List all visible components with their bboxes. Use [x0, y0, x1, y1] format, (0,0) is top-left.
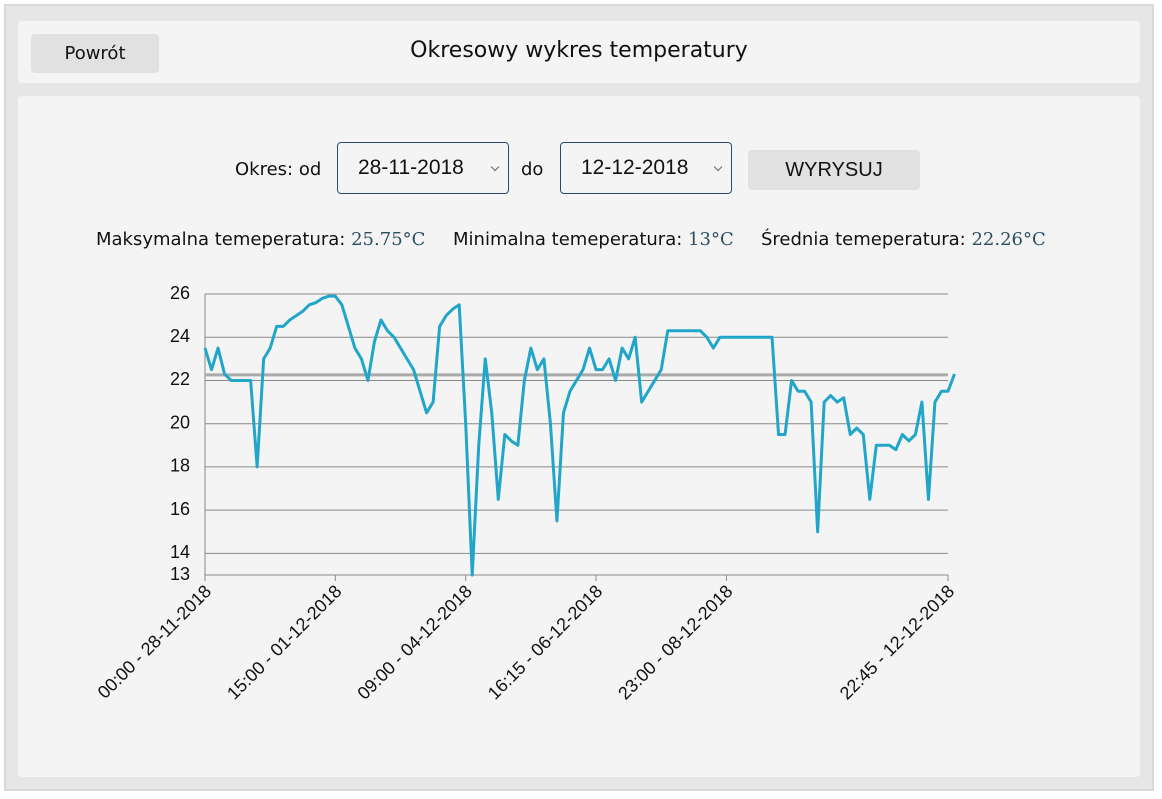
x-tick-label: 00:00 - 28-11-2018 — [94, 581, 215, 702]
y-tick-label: 22 — [170, 369, 190, 389]
stat-label: Minimalna temeperatura: — [453, 229, 683, 250]
y-tick-label: 20 — [170, 412, 190, 432]
y-tick-label: 26 — [170, 283, 190, 303]
series-line — [203, 294, 956, 577]
x-tick-label: 22:45 - 12-12-2018 — [836, 581, 958, 703]
y-tick-label: 16 — [170, 499, 190, 519]
draw-button[interactable]: WYRYSUJ — [748, 150, 920, 190]
y-tick-label: 24 — [170, 326, 190, 346]
back-button[interactable]: Powrót — [31, 34, 159, 73]
period-label: Okres: od — [235, 159, 322, 180]
stat-value: 25.75°C — [351, 229, 426, 250]
stat-avg: Średnia temeperatura: 22.26°C — [761, 229, 1046, 250]
header: Powrót Okresowy wykres temperatury — [18, 21, 1140, 83]
page-title: Okresowy wykres temperatury — [410, 38, 748, 63]
to-select[interactable]: 12-12-2018 — [560, 142, 732, 194]
stat-label: Średnia temeperatura: — [761, 229, 966, 250]
stat-value: 13°C — [688, 229, 734, 250]
y-tick-label: 14 — [170, 542, 190, 562]
from-select[interactable]: 28-11-2018 — [337, 142, 509, 194]
stat-label: Maksymalna temeperatura: — [96, 229, 346, 250]
to-label: do — [521, 159, 544, 180]
y-tick-label: 13 — [170, 564, 190, 584]
x-tick-label: 23:00 - 08-12-2018 — [614, 581, 736, 703]
y-tick-label: 18 — [170, 456, 190, 476]
stat-min: Minimalna temeperatura: 13°C — [453, 229, 734, 250]
x-tick-label: 15:00 - 01-12-2018 — [223, 581, 345, 703]
stat-max: Maksymalna temeperatura: 25.75°C — [96, 229, 425, 250]
stat-value: 22.26°C — [971, 229, 1046, 250]
x-tick-label: 09:00 - 04-12-2018 — [353, 581, 475, 703]
x-tick-label: 16:15 - 06-12-2018 — [484, 581, 606, 703]
